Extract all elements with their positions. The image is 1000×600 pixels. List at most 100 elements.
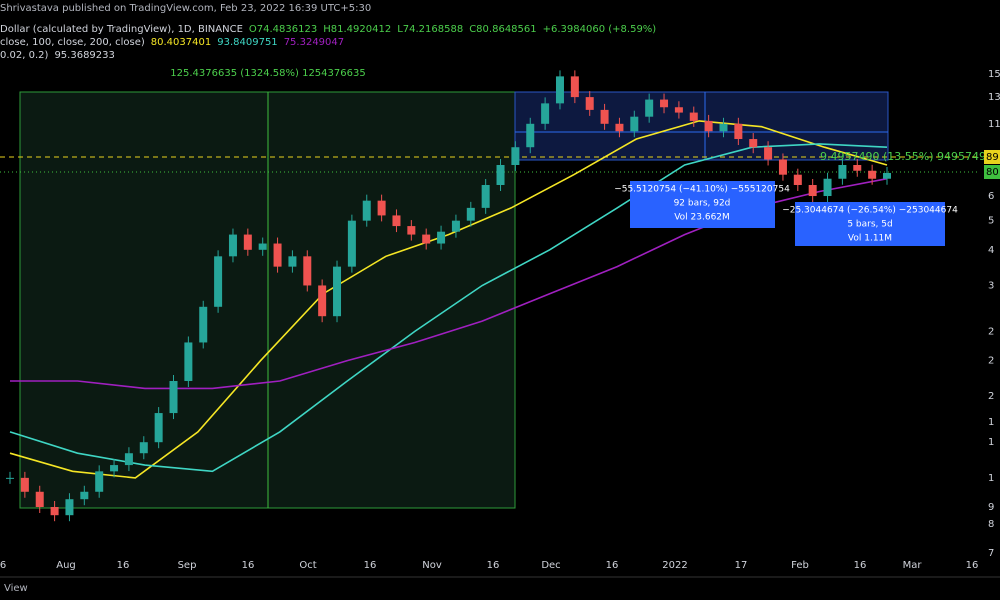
y-tick-label: 7: [988, 548, 994, 559]
candle: [288, 256, 297, 267]
candle: [466, 207, 475, 221]
ma-legend: close, 100, close, 200, close) 80.4037401…: [0, 37, 344, 48]
candle: [407, 226, 416, 235]
x-tick-label: 16: [117, 560, 130, 571]
candle: [303, 256, 312, 286]
candle: [808, 185, 817, 197]
ma-value: 93.8409751: [217, 37, 277, 48]
sar-legend: 0.02, 0.2) 95.3689233: [0, 50, 115, 61]
candle: [214, 256, 223, 307]
candle: [704, 120, 713, 132]
y-tick-label: 13: [988, 92, 1000, 103]
candle: [258, 243, 267, 250]
candle: [362, 200, 371, 221]
candle: [333, 266, 342, 317]
y-tick-label: 15: [988, 69, 1000, 80]
open: O74.4836123: [249, 24, 317, 35]
x-tick-label: Dec: [541, 560, 560, 571]
candle: [347, 220, 356, 267]
candle: [689, 112, 698, 121]
candle: [139, 442, 148, 454]
candle: [437, 231, 446, 244]
candle: [392, 215, 401, 227]
x-tick-label: Feb: [791, 560, 809, 571]
candle: [719, 123, 728, 132]
x-tick-label: 16: [966, 560, 979, 571]
candle: [95, 471, 104, 492]
x-tick-label: 2022: [662, 560, 687, 571]
x-tick-label: 16: [606, 560, 619, 571]
candle: [318, 285, 327, 317]
y-tick-label: 3: [988, 280, 994, 291]
change: +6.3984060 (+8.59%): [543, 24, 657, 35]
candle: [481, 185, 490, 208]
publisher: Shrivastava published on TradingView.com…: [0, 3, 371, 14]
price-tag-text: 89: [986, 152, 999, 163]
candle: [793, 174, 802, 186]
y-tick-label: 1: [988, 417, 994, 428]
x-tick-label: Aug: [56, 560, 76, 571]
candle: [35, 491, 44, 508]
candle: [80, 491, 89, 500]
sar-value: 95.3689233: [54, 50, 114, 61]
candle: [228, 234, 237, 257]
candle: [823, 178, 832, 197]
x-tick-label: 16: [364, 560, 377, 571]
candle: [660, 99, 669, 108]
low: L74.2168588: [397, 24, 463, 35]
tooltip-text: −25.3044674 (−26.54%) −253044674: [782, 206, 958, 216]
y-tick-label: 9: [988, 502, 994, 513]
y-tick-label: 4: [988, 245, 994, 256]
ma-value: 75.3249047: [284, 37, 344, 48]
y-tick-label: 2: [988, 391, 994, 402]
candle: [749, 139, 758, 148]
legend-line: Dollar (calculated by TradingView), 1D, …: [0, 24, 656, 35]
candle: [541, 103, 550, 124]
candle: [734, 123, 743, 140]
candle: [778, 159, 787, 175]
tooltip-text: Vol 23.662M: [674, 213, 730, 223]
measure-tooltip: [630, 181, 775, 228]
sar-params: 0.02, 0.2): [0, 50, 49, 61]
candle: [645, 99, 654, 117]
measure-tooltip: [795, 202, 945, 246]
x-tick-label: 6: [0, 560, 6, 571]
y-tick-label: 2: [988, 356, 994, 367]
close: C80.8648561: [469, 24, 536, 35]
candle: [20, 477, 29, 492]
y-tick-label: 2: [988, 326, 994, 337]
x-tick-label: Sep: [178, 560, 197, 571]
price-tag: [984, 150, 1000, 164]
tooltip-text: 92 bars, 92d: [674, 199, 731, 209]
tooltip-text: Vol 1.11M: [848, 234, 892, 244]
x-tick-label: Nov: [422, 560, 442, 571]
tooltip-text: 5 bars, 5d: [847, 220, 892, 230]
candle: [600, 109, 609, 124]
price-tag-text: 80: [986, 167, 999, 178]
candle: [65, 499, 74, 516]
candle: [199, 306, 208, 343]
x-tick-label: 16: [242, 560, 255, 571]
high: H81.4920412: [323, 24, 391, 35]
candle: [853, 164, 862, 171]
candle: [511, 147, 520, 165]
candle: [110, 465, 119, 472]
x-tick-label: 16: [854, 560, 867, 571]
candle: [883, 172, 891, 179]
price-tag: [984, 165, 1000, 179]
candle: [585, 97, 594, 110]
candle: [555, 76, 564, 104]
candle: [630, 116, 639, 132]
candle: [764, 147, 773, 160]
x-tick-label: Oct: [299, 560, 316, 571]
candle: [838, 164, 847, 179]
candle: [243, 234, 252, 250]
ma-params: close, 100, close, 200, close): [0, 37, 145, 48]
candle: [169, 380, 178, 414]
candle: [184, 342, 193, 381]
candle: [273, 243, 282, 267]
y-tick-label: 6: [988, 191, 994, 202]
symbol: Dollar (calculated by TradingView), 1D, …: [0, 24, 243, 35]
candle: [50, 507, 59, 516]
measure-label: 125.4376635 (1324.58%) 1254376635: [170, 68, 365, 79]
